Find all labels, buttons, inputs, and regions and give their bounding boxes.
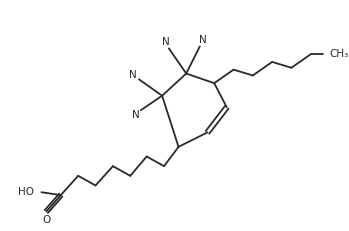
Text: N: N [199, 35, 207, 45]
Text: HO: HO [18, 187, 34, 197]
Text: N: N [162, 37, 170, 47]
Text: O: O [42, 215, 51, 225]
Text: N: N [132, 110, 140, 120]
Text: CH₃: CH₃ [329, 49, 348, 59]
Text: N: N [129, 70, 137, 80]
